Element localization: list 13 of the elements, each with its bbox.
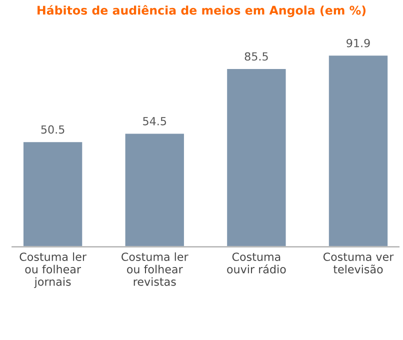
chart-title: Hábitos de audiência de meios em Angola (em %)	[38, 5, 366, 18]
bar	[124, 132, 186, 247]
x-tick-label: Costuma ver televisão	[323, 252, 394, 274]
bar	[226, 68, 288, 247]
x-tick-label: Costuma ler ou folhear jornais	[20, 252, 87, 288]
data-label: 91.9	[346, 38, 370, 48]
bar	[22, 140, 84, 247]
data-label: 54.5	[143, 117, 166, 126]
data-label: 85.5	[244, 52, 268, 61]
x-tick-label: Costuma ler ou folhear revistas	[122, 252, 188, 286]
data-label: 50.5	[41, 125, 64, 134]
x-tick-label: Costuma ouvir rádio	[227, 252, 286, 274]
bar	[328, 54, 389, 247]
